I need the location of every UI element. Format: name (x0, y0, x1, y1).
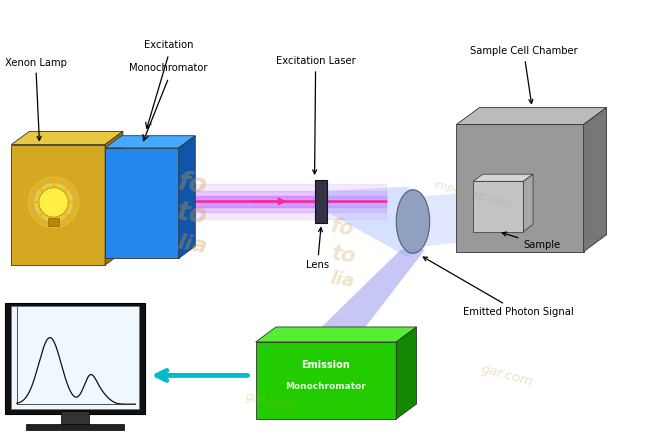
Text: Monochromator: Monochromator (286, 381, 366, 391)
Bar (5, 303, 145, 414)
Polygon shape (396, 327, 417, 419)
Text: gar.com: gar.com (479, 362, 534, 389)
Polygon shape (255, 327, 417, 342)
Bar (26, 424, 124, 430)
Text: to: to (329, 243, 356, 267)
Polygon shape (473, 181, 523, 232)
Polygon shape (456, 108, 607, 124)
Text: Excitation Laser: Excitation Laser (276, 56, 355, 174)
Text: Emission: Emission (302, 360, 350, 370)
Text: fo: fo (329, 216, 356, 240)
Polygon shape (327, 187, 423, 256)
Polygon shape (179, 136, 196, 258)
Text: Sample: Sample (502, 232, 560, 250)
Polygon shape (473, 174, 533, 181)
Text: Excitation: Excitation (144, 39, 194, 50)
Bar (61, 411, 89, 426)
Polygon shape (523, 174, 533, 232)
Bar (315, 180, 327, 223)
Text: gar.com: gar.com (243, 389, 295, 415)
Polygon shape (11, 132, 123, 144)
Bar (179, 196, 386, 207)
Text: to: to (175, 199, 210, 230)
Text: lia: lia (329, 269, 356, 291)
Bar (179, 191, 386, 212)
Circle shape (35, 183, 73, 221)
Bar (48, 218, 59, 226)
Polygon shape (583, 108, 607, 252)
Ellipse shape (396, 190, 429, 253)
Text: Sample Cell Chamber: Sample Cell Chamber (470, 46, 578, 104)
Polygon shape (423, 191, 490, 247)
Polygon shape (11, 144, 105, 265)
Text: lia: lia (175, 233, 209, 257)
Circle shape (28, 177, 79, 228)
Bar (11, 307, 138, 409)
Polygon shape (310, 249, 425, 338)
Text: Monochromator: Monochromator (130, 63, 208, 73)
Text: Emitted Photon Signal: Emitted Photon Signal (423, 257, 574, 317)
Text: Lens: Lens (306, 228, 329, 270)
Text: fo: fo (175, 169, 209, 200)
Polygon shape (105, 148, 179, 258)
Polygon shape (105, 136, 196, 148)
Circle shape (39, 188, 69, 217)
Polygon shape (456, 124, 583, 252)
Polygon shape (105, 132, 123, 265)
Text: Xenon Lamp: Xenon Lamp (5, 58, 67, 140)
Text: impergap.com: impergap.com (433, 179, 513, 210)
Polygon shape (255, 342, 396, 419)
Bar (179, 184, 386, 219)
